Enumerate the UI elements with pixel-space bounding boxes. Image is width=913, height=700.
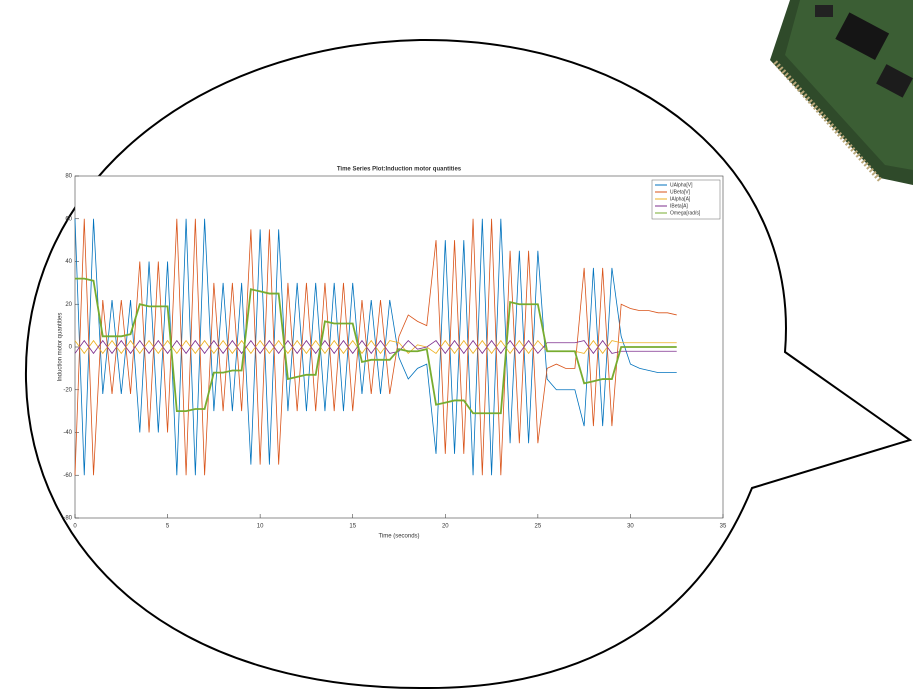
circuit-board-photo [770, 0, 913, 185]
x-tick-label: 20 [442, 524, 449, 530]
y-tick-label: 20 [65, 302, 72, 308]
y-tick-label: 60 [65, 216, 72, 222]
x-tick-label: 15 [349, 524, 356, 530]
y-tick-label: -40 [63, 430, 72, 436]
x-tick-label: 25 [535, 524, 542, 530]
legend: UAlpha[V]UBeta[V]IAlpha[A]IBeta[A]Omega[… [652, 180, 720, 219]
legend-label: UBeta[V] [670, 189, 691, 195]
x-tick-label: 30 [627, 524, 634, 530]
y-tick-label: 80 [65, 174, 72, 180]
legend-label: Omega[rad/s] [670, 210, 701, 216]
x-axis-label: Time (seconds) [378, 534, 419, 540]
y-axis-label: Induction motor quantities [58, 313, 64, 382]
y-tick-label: -60 [63, 473, 72, 479]
y-tick-label: -20 [63, 387, 72, 393]
chart-title: Time Series Plot:Induction motor quantit… [337, 167, 462, 173]
legend-label: IAlpha[A] [670, 196, 691, 202]
legend-label: IBeta[A] [670, 203, 688, 209]
scene: Time Series Plot:Induction motor quantit… [0, 0, 913, 695]
x-tick-label: 35 [720, 524, 727, 530]
y-tick-label: 40 [65, 259, 72, 265]
x-tick-label: 10 [257, 524, 264, 530]
y-tick-label: -80 [63, 516, 72, 522]
legend-label: UAlpha[V] [670, 182, 693, 188]
